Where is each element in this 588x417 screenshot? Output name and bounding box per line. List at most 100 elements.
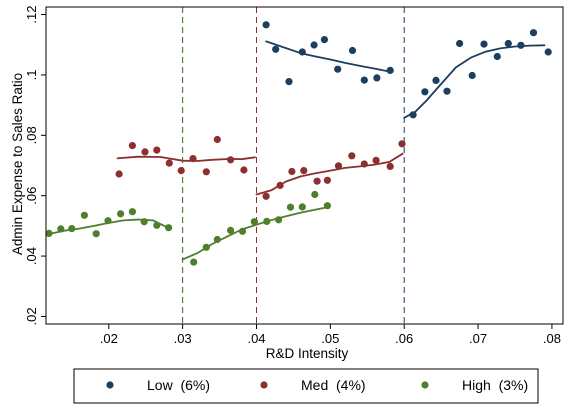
- fit-line: [116, 155, 256, 162]
- data-point: [456, 39, 464, 48]
- data-point: [80, 211, 88, 219]
- legend-marker: [260, 381, 268, 389]
- data-point: [298, 48, 306, 56]
- data-point: [238, 227, 247, 235]
- data-point: [68, 225, 76, 233]
- data-point: [117, 210, 125, 218]
- data-point: [348, 46, 357, 55]
- legend-marker: [421, 381, 429, 389]
- data-point: [153, 146, 161, 154]
- x-axis: .02 .03 .04 .05 .06 .07 .08: [100, 324, 561, 346]
- data-point: [443, 87, 451, 95]
- data-point: [92, 230, 100, 238]
- data-point: [128, 142, 136, 150]
- data-point: [165, 224, 173, 232]
- data-point: [285, 78, 293, 86]
- legend: Low (6%) Med (4%) High (3%): [106, 377, 528, 393]
- data-point: [432, 76, 440, 84]
- x-axis-title: R&D Intensity: [266, 346, 349, 361]
- x-tick-label: .07: [469, 331, 487, 346]
- data-point: [348, 152, 356, 160]
- x-tick-label: .08: [543, 331, 561, 346]
- data-point: [517, 41, 525, 49]
- threshold-lines: [182, 7, 405, 324]
- data-point: [276, 181, 284, 189]
- data-point: [529, 29, 538, 37]
- legend-label: Med (4%): [301, 377, 366, 393]
- data-point: [272, 45, 280, 53]
- data-point: [320, 36, 328, 44]
- data-point: [140, 218, 148, 226]
- data-point: [544, 48, 552, 56]
- data-point: [386, 162, 394, 170]
- data-point: [468, 71, 476, 80]
- x-tick-label: .04: [247, 331, 265, 346]
- data-point: [202, 243, 210, 251]
- data-point: [311, 190, 319, 199]
- x-tick-label: .03: [174, 331, 192, 346]
- legend-label: High (3%): [462, 377, 528, 393]
- data-point: [493, 52, 501, 61]
- data-point: [189, 155, 197, 163]
- data-point: [104, 217, 112, 225]
- data-point: [115, 170, 123, 178]
- data-point: [334, 65, 342, 73]
- data-point: [213, 135, 221, 144]
- data-point: [57, 225, 65, 233]
- data-point: [275, 216, 283, 224]
- plot-frame: [45, 6, 564, 325]
- legend-marker: [106, 381, 114, 389]
- legend-box: [73, 368, 539, 404]
- data-point: [263, 217, 271, 225]
- data-point: [141, 148, 149, 156]
- y-tick-label: .08: [24, 126, 39, 144]
- data-point: [398, 140, 406, 148]
- y-tick-label: .12: [24, 6, 39, 24]
- y-tick-label: .1: [24, 70, 39, 81]
- y-axis: .02 .04 .06 .08 .1 .12: [24, 6, 46, 325]
- y-tick-label: .06: [24, 187, 39, 205]
- fit-line: [265, 40, 392, 73]
- data-point: [250, 218, 258, 226]
- legend-label: Low (6%): [147, 377, 210, 393]
- data-point: [262, 21, 270, 29]
- data-point: [372, 156, 380, 164]
- data-point: [504, 39, 512, 48]
- data-point: [360, 76, 368, 84]
- data-point: [480, 40, 488, 48]
- data-point: [227, 156, 235, 164]
- data-point: [300, 167, 308, 175]
- data-point: [262, 192, 270, 200]
- y-tick-label: .02: [24, 307, 39, 325]
- data-point: [373, 74, 381, 82]
- data-point: [323, 202, 331, 210]
- data-point: [421, 88, 429, 96]
- data-point: [288, 167, 296, 176]
- data-point: [165, 159, 173, 167]
- data-point: [334, 162, 343, 170]
- data-point: [128, 208, 136, 216]
- data-point: [240, 166, 248, 174]
- data-points: [45, 21, 552, 266]
- data-point: [286, 203, 295, 211]
- y-axis-title: Admin Expense to Sales Ratio: [10, 73, 25, 255]
- data-point: [213, 235, 221, 244]
- data-point: [409, 111, 417, 119]
- x-tick-label: .06: [395, 331, 413, 346]
- data-point: [190, 258, 198, 266]
- data-point: [202, 168, 210, 176]
- data-point: [153, 221, 161, 229]
- data-point: [45, 229, 53, 237]
- data-point: [177, 167, 185, 175]
- data-point: [386, 66, 394, 74]
- data-point: [360, 160, 368, 168]
- x-tick-label: .05: [321, 331, 339, 346]
- data-point: [310, 41, 318, 49]
- data-point: [298, 203, 306, 211]
- data-point: [313, 177, 321, 185]
- data-point: [323, 176, 331, 184]
- data-point: [227, 226, 235, 234]
- x-tick-label: .02: [100, 331, 118, 346]
